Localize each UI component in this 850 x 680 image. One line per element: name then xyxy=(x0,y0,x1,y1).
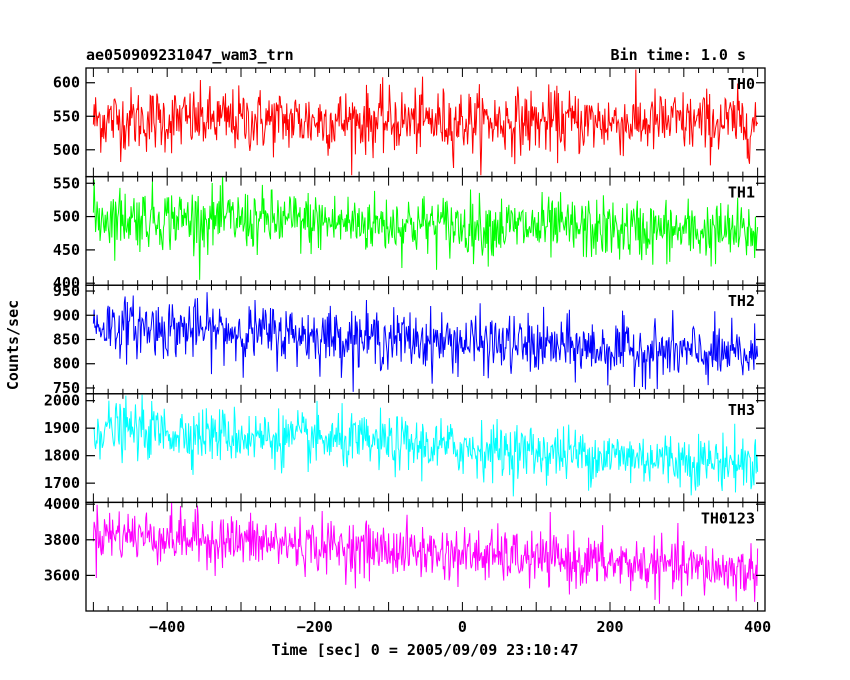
y-tick-label: 900 xyxy=(53,306,80,324)
series-th0 xyxy=(92,69,759,176)
y-tick-label: 550 xyxy=(53,174,80,192)
x-tick-label: −200 xyxy=(297,618,333,636)
y-tick-label: 500 xyxy=(53,208,80,226)
y-tick-label: 2000 xyxy=(44,392,80,410)
x-tick-label: 0 xyxy=(458,618,467,636)
panel-label: TH1 xyxy=(728,184,755,202)
series-th0123 xyxy=(92,502,759,604)
y-tick-label: 750 xyxy=(53,379,80,397)
series-th1 xyxy=(92,176,759,280)
panel-th2: 750 800 850 900 950 TH2 xyxy=(53,282,766,397)
panel-label: TH3 xyxy=(728,401,755,419)
y-tick-label: 450 xyxy=(53,241,80,259)
figure-title: ae050909231047_wam3_trn xyxy=(86,46,294,64)
y-tick-label: 3800 xyxy=(44,531,80,549)
y-tick-label: 950 xyxy=(53,282,80,300)
x-axis-label: Time [sec] 0 = 2005/09/09 23:10:47 xyxy=(271,641,578,659)
y-tick-label: 400 xyxy=(53,274,80,292)
panel-th1: 400 450 500 550 TH1 xyxy=(53,174,766,292)
series-th3 xyxy=(92,394,759,497)
panel-label: TH0 xyxy=(728,75,755,93)
y-tick-label: 600 xyxy=(53,74,80,92)
series-th2 xyxy=(92,292,759,392)
panels-group: 500 550 600 TH0 400 450 500 550 TH1 750 800 850 900 9… xyxy=(44,67,771,636)
y-tick-label: 500 xyxy=(53,141,80,159)
panel-frame xyxy=(85,501,766,612)
y-tick-label: 1800 xyxy=(44,447,80,465)
y-tick-label: 550 xyxy=(53,107,80,125)
y-axis-label: Counts/sec xyxy=(4,300,22,390)
x-tick-label: −400 xyxy=(149,618,185,636)
y-tick-label: 3600 xyxy=(44,566,80,584)
y-tick-label: 850 xyxy=(53,331,80,349)
panel-th0: 500 550 600 TH0 xyxy=(53,67,766,178)
x-tick-label: 400 xyxy=(744,618,771,636)
y-tick-label: 1700 xyxy=(44,474,80,492)
bin-time-label: Bin time: 1.0 s xyxy=(611,46,746,64)
x-tick-label: 200 xyxy=(596,618,623,636)
panel-th3: 1700 1800 1900 2000 TH3 xyxy=(44,392,766,504)
panel-label: TH0123 xyxy=(701,509,755,527)
panel-th0123: 3600 3800 4000 TH0123 xyxy=(44,495,766,612)
y-tick-label: 4000 xyxy=(44,495,80,513)
panel-label: TH2 xyxy=(728,292,755,310)
y-tick-label: 800 xyxy=(53,355,80,373)
y-tick-label: 1900 xyxy=(44,419,80,437)
